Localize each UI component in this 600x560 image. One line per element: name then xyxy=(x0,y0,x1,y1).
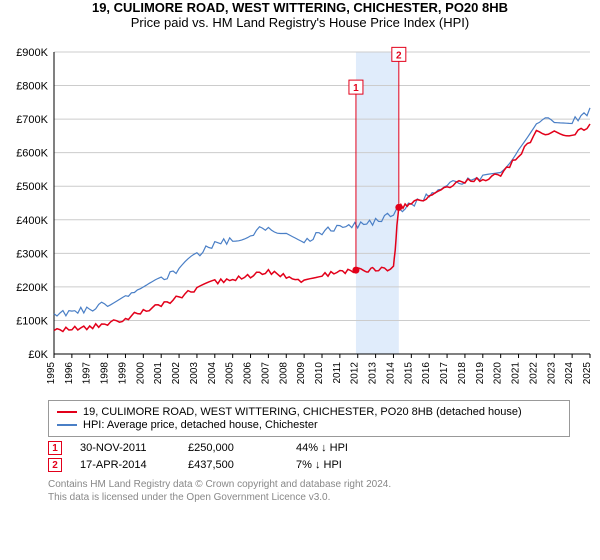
svg-text:2003: 2003 xyxy=(189,362,200,385)
marker-price: £437,500 xyxy=(188,459,278,471)
svg-text:2016: 2016 xyxy=(421,362,432,385)
svg-text:2019: 2019 xyxy=(475,362,486,385)
svg-text:1996: 1996 xyxy=(64,362,75,385)
svg-text:2017: 2017 xyxy=(439,362,450,385)
svg-text:£0K: £0K xyxy=(28,349,48,361)
svg-text:2022: 2022 xyxy=(528,362,539,385)
svg-text:£400K: £400K xyxy=(16,215,48,227)
svg-text:1995: 1995 xyxy=(46,362,57,385)
svg-text:1997: 1997 xyxy=(82,362,93,385)
svg-text:2023: 2023 xyxy=(546,362,557,385)
marker-date: 30-NOV-2011 xyxy=(80,442,170,454)
footer-attribution: Contains HM Land Registry data © Crown c… xyxy=(48,478,570,504)
svg-text:2011: 2011 xyxy=(332,362,343,384)
svg-text:2002: 2002 xyxy=(171,362,182,385)
legend-swatch xyxy=(57,411,77,413)
chart-title: 19, CULIMORE ROAD, WEST WITTERING, CHICH… xyxy=(0,0,600,15)
svg-text:2014: 2014 xyxy=(385,362,396,385)
line-chart: £0K £100K £200K £300K £400K £500K £600K £700K £8… xyxy=(0,34,600,394)
svg-text:2006: 2006 xyxy=(243,362,254,385)
svg-text:£900K: £900K xyxy=(16,47,48,59)
svg-text:1999: 1999 xyxy=(117,362,128,385)
svg-text:2: 2 xyxy=(396,50,402,61)
legend-item: 19, CULIMORE ROAD, WEST WITTERING, CHICH… xyxy=(57,406,561,418)
svg-text:2015: 2015 xyxy=(403,362,414,385)
legend-label: HPI: Average price, detached house, Chic… xyxy=(83,419,318,431)
svg-text:2013: 2013 xyxy=(368,362,379,385)
svg-text:£300K: £300K xyxy=(16,248,48,260)
svg-text:£800K: £800K xyxy=(16,81,48,93)
marker-row: 1 30-NOV-2011 £250,000 44% ↓ HPI xyxy=(48,441,570,455)
svg-text:£200K: £200K xyxy=(16,282,48,294)
svg-text:£700K: £700K xyxy=(16,114,48,126)
marker-delta: 7% ↓ HPI xyxy=(296,459,386,471)
legend: 19, CULIMORE ROAD, WEST WITTERING, CHICH… xyxy=(48,400,570,437)
svg-text:2012: 2012 xyxy=(350,362,361,385)
marker-badge: 1 xyxy=(48,441,62,455)
svg-text:2004: 2004 xyxy=(207,362,218,385)
legend-label: 19, CULIMORE ROAD, WEST WITTERING, CHICH… xyxy=(83,406,522,418)
svg-text:2018: 2018 xyxy=(457,362,468,385)
svg-text:1998: 1998 xyxy=(100,362,111,385)
svg-text:2000: 2000 xyxy=(135,362,146,385)
svg-text:2009: 2009 xyxy=(296,362,307,385)
footer-line: Contains HM Land Registry data © Crown c… xyxy=(48,478,570,491)
marker-table: 1 30-NOV-2011 £250,000 44% ↓ HPI 2 17-APR-201… xyxy=(48,441,570,472)
marker-price: £250,000 xyxy=(188,442,278,454)
svg-text:2001: 2001 xyxy=(153,362,164,385)
legend-item: HPI: Average price, detached house, Chic… xyxy=(57,419,561,431)
svg-text:2021: 2021 xyxy=(511,362,522,385)
footer-line: This data is licensed under the Open Gov… xyxy=(48,491,570,504)
svg-text:2007: 2007 xyxy=(260,362,271,385)
svg-text:2024: 2024 xyxy=(564,362,575,385)
svg-text:2010: 2010 xyxy=(314,362,325,385)
svg-text:1: 1 xyxy=(353,83,359,94)
svg-text:£100K: £100K xyxy=(16,315,48,327)
chart-subtitle: Price paid vs. HM Land Registry's House … xyxy=(0,15,600,30)
marker-row: 2 17-APR-2014 £437,500 7% ↓ HPI xyxy=(48,458,570,472)
svg-text:2005: 2005 xyxy=(225,362,236,385)
svg-text:2020: 2020 xyxy=(493,362,504,385)
marker-badge: 2 xyxy=(48,458,62,472)
chart-area: £0K £100K £200K £300K £400K £500K £600K £700K £8… xyxy=(0,34,600,394)
svg-text:2008: 2008 xyxy=(278,362,289,385)
svg-text:£600K: £600K xyxy=(16,148,48,160)
svg-text:2025: 2025 xyxy=(582,362,593,385)
svg-text:£500K: £500K xyxy=(16,181,48,193)
marker-delta: 44% ↓ HPI xyxy=(296,442,386,454)
marker-date: 17-APR-2014 xyxy=(80,459,170,471)
legend-swatch xyxy=(57,424,77,426)
